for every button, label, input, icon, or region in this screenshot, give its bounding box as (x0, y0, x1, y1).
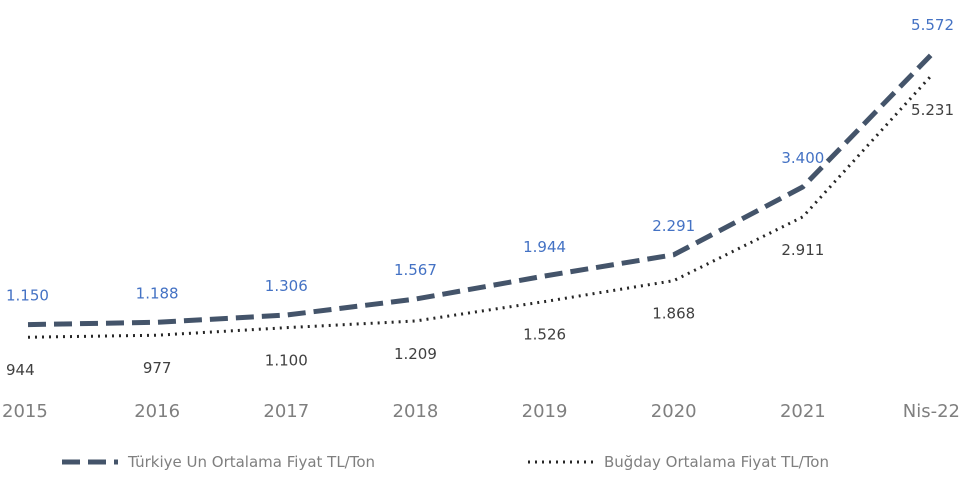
data-label-s1-3: 1.209 (394, 345, 437, 363)
data-label-s1-6: 2.911 (781, 241, 824, 259)
data-label-s0-1: 1.188 (136, 284, 179, 302)
legend-label-flour: Türkiye Un Ortalama Fiyat TL/Ton (127, 453, 375, 471)
data-label-s1-4: 1.526 (523, 326, 566, 344)
legend-item-wheat: Buğday Ortalama Fiyat TL/Ton (528, 453, 829, 471)
series-line-0 (27, 52, 934, 328)
x-tick-label-3: 2018 (393, 401, 439, 422)
data-label-s1-7: 5.231 (911, 101, 954, 119)
data-label-s1-0: 944 (6, 361, 35, 379)
legend: Türkiye Un Ortalama Fiyat TL/Ton Buğday … (62, 453, 829, 471)
x-tick-label-7: Nis-22 (903, 401, 960, 422)
x-tick-label-0: 2015 (2, 401, 48, 422)
x-tick-label-1: 2016 (134, 401, 180, 422)
x-tick-label-2: 2017 (263, 401, 309, 422)
x-tick-label-6: 2021 (780, 401, 826, 422)
data-label-s1-5: 1.868 (652, 305, 695, 323)
x-tick-label-4: 2019 (522, 401, 568, 422)
x-tick-label-5: 2020 (651, 401, 697, 422)
data-label-s0-3: 1.567 (394, 261, 437, 279)
data-label-s0-6: 3.400 (781, 149, 824, 167)
legend-label-wheat: Buğday Ortalama Fiyat TL/Ton (604, 453, 829, 471)
data-label-s1-2: 1.100 (265, 352, 308, 370)
series-layer (27, 52, 934, 339)
data-label-s0-4: 1.944 (523, 238, 566, 256)
data-label-s1-1: 977 (143, 359, 172, 377)
data-labels: 1.150 1.188 1.306 1.567 1.944 2.291 3.400 5.572… (6, 16, 954, 379)
legend-item-flour: Türkiye Un Ortalama Fiyat TL/Ton (62, 453, 375, 471)
data-label-s0-2: 1.306 (265, 277, 308, 295)
data-label-s0-5: 2.291 (652, 217, 695, 235)
data-label-s0-7: 5.572 (911, 16, 954, 34)
x-axis: 2015 2016 2017 2018 2019 2020 2021 Nis-22 (2, 401, 960, 422)
data-label-s0-0: 1.150 (6, 287, 49, 305)
